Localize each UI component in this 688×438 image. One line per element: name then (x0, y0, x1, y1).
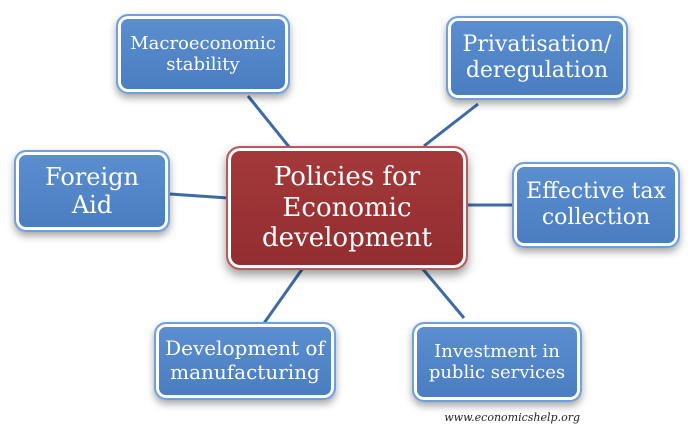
node-label-line: Aid (71, 191, 113, 219)
node-label-line: manufacturing (170, 360, 320, 384)
node-label-line: collection (541, 205, 651, 230)
node-development-of-manufacturing: Development of manufacturing (154, 322, 336, 400)
connector-macro (246, 95, 292, 149)
node-label-line: Foreign (45, 162, 139, 191)
connector-public-services (420, 267, 466, 319)
node-privatisation-deregulation: Privatisation/ deregulation (446, 16, 628, 100)
central-topic-line: Economic (282, 192, 412, 223)
central-topic-line: development (262, 223, 432, 254)
node-label-line: public services (428, 362, 566, 383)
node-investment-in-public-services: Investment in public services (412, 322, 582, 402)
source-watermark: www.economicshelp.org (444, 411, 580, 424)
node-label-line: deregulation (465, 58, 609, 83)
node-label-line: Privatisation/ (462, 32, 612, 58)
node-label-line: Development of (165, 336, 325, 361)
connector-manufacturing (260, 267, 305, 327)
node-macroeconomic-stability: Macroeconomic stability (116, 14, 290, 94)
central-topic-line: Policies for (273, 161, 421, 192)
node-label-line: Effective tax (526, 179, 666, 205)
node-label-line: Macroeconomic (130, 32, 276, 54)
connector-privatisation (423, 102, 479, 148)
node-label-line: Investment in (434, 340, 560, 362)
node-effective-tax-collection: Effective tax collection (512, 162, 680, 248)
node-label-line: stability (166, 54, 240, 75)
node-foreign-aid: Foreign Aid (14, 150, 170, 232)
central-topic: Policies for Economic development (226, 146, 468, 270)
connector-foreign-aid (169, 192, 229, 200)
